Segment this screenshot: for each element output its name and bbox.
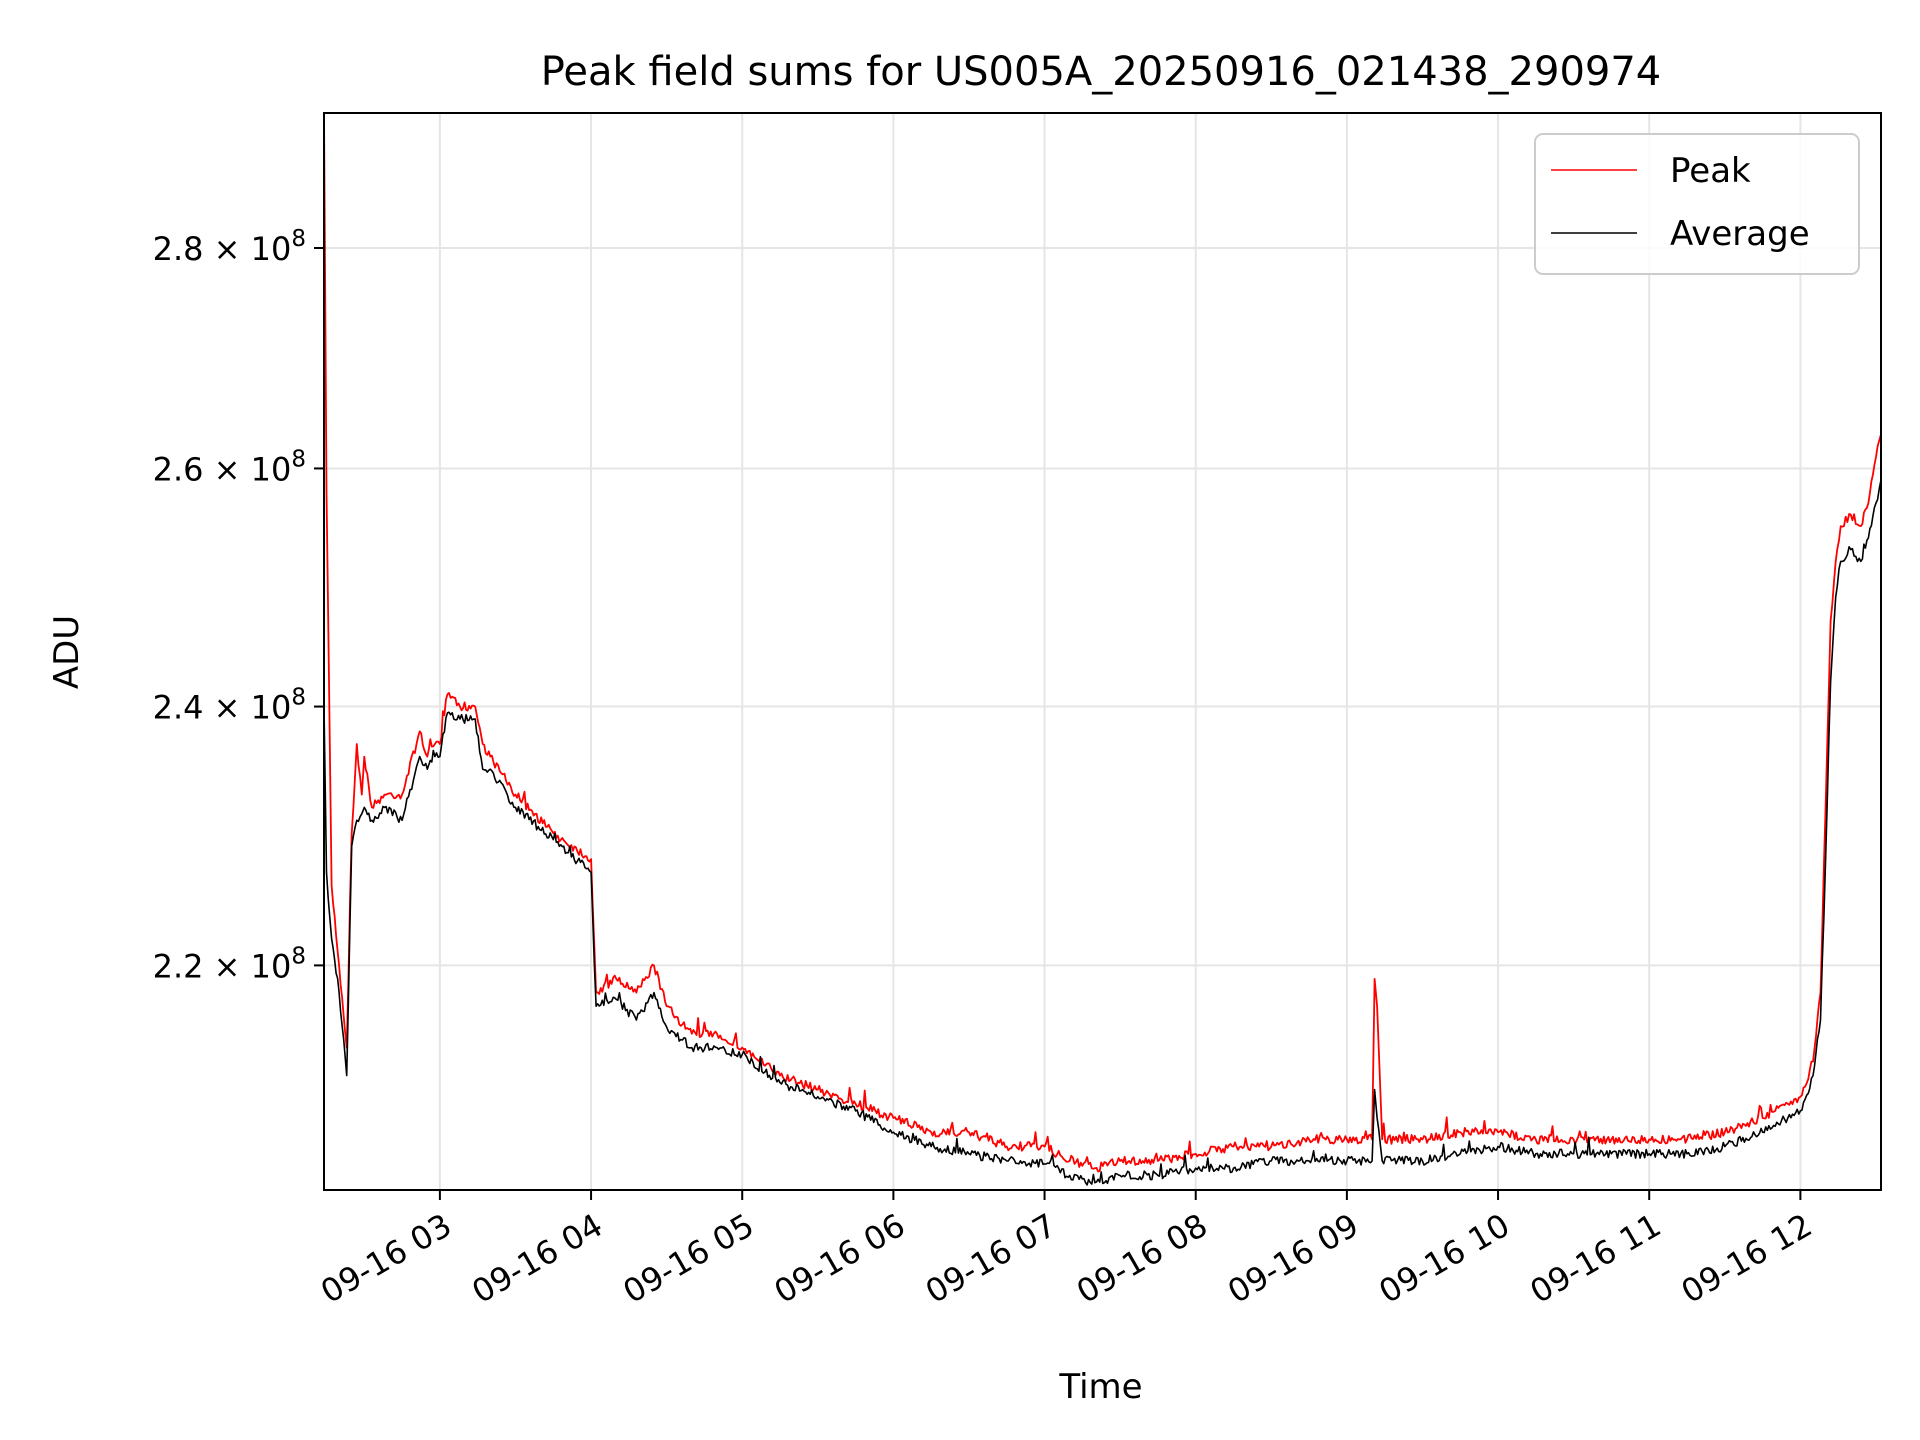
legend-label-peak: Peak xyxy=(1670,151,1751,191)
x-axis-label: Time xyxy=(1058,1367,1142,1407)
series-layer xyxy=(324,113,1881,1186)
legend: Peak Average xyxy=(1534,133,1860,275)
series-line-peak xyxy=(324,113,1881,1173)
y-axis: 2.2 × 108 2.4 × 108 2.6 × 108 2.8 × 108 xyxy=(153,226,324,985)
y-tick-label: 2.6 × 108 xyxy=(153,446,306,488)
plot-frame xyxy=(323,112,1882,1191)
y-tick-label: 2.4 × 108 xyxy=(153,685,306,727)
chart-title: Peak field sums for US005A_20250916_0214… xyxy=(541,49,1662,95)
legend-label-average: Average xyxy=(1670,214,1810,254)
y-tick-label: 2.2 × 108 xyxy=(153,943,306,985)
legend-box xyxy=(1534,133,1860,275)
y-tick-label: 2.8 × 108 xyxy=(153,226,306,268)
y-axis-label: ADU xyxy=(47,615,87,689)
plot-area xyxy=(324,113,1881,1190)
grid xyxy=(324,113,1881,1190)
series-line-average xyxy=(324,479,1881,1186)
